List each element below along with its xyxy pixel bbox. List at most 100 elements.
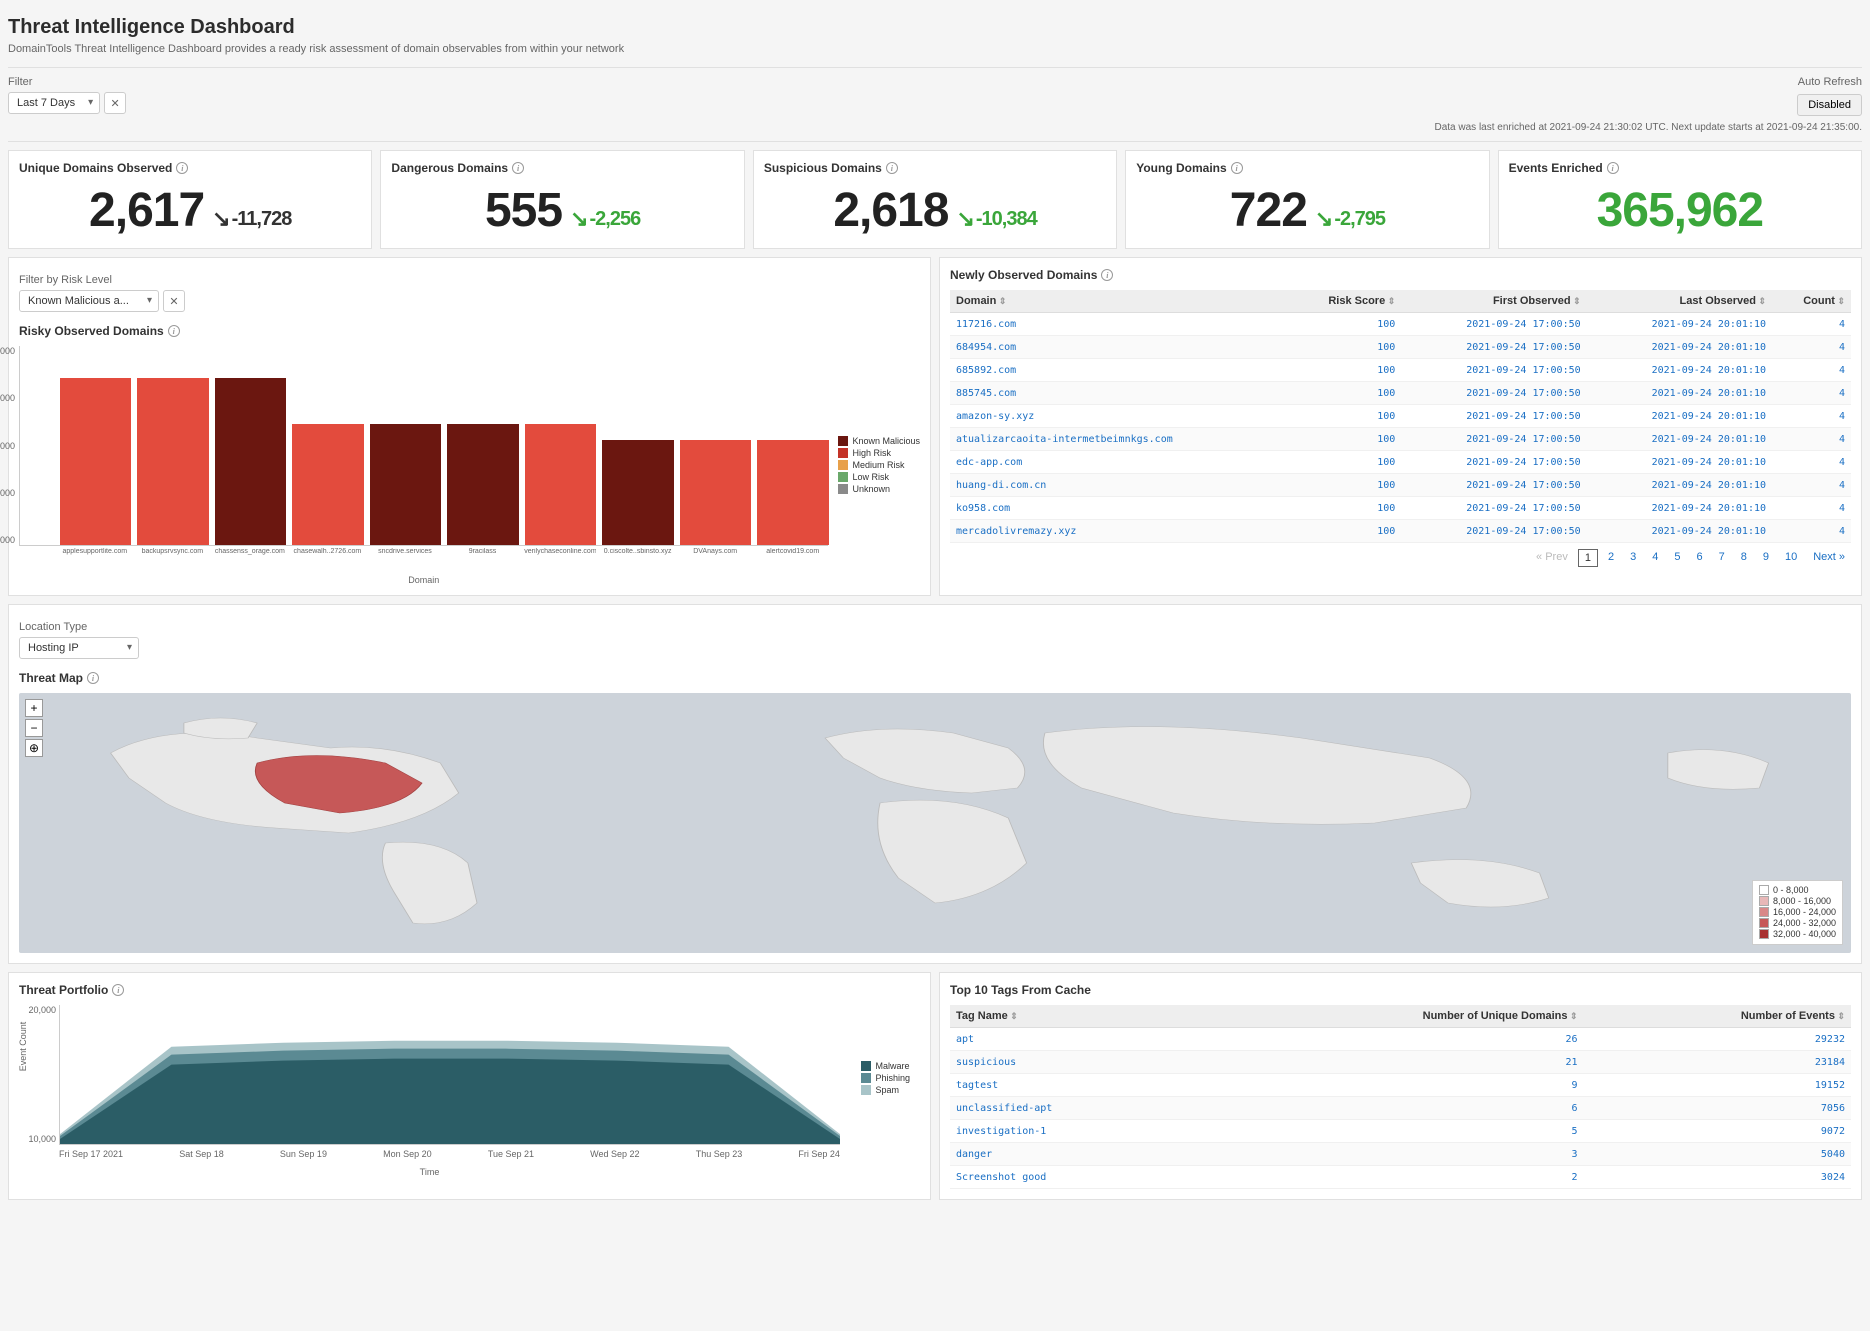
info-icon[interactable]: i	[1607, 162, 1619, 174]
card-title: Events Enrichedi	[1509, 161, 1851, 175]
table-row: tagtest 9 19152	[950, 1074, 1851, 1097]
time-range-select[interactable]: Last 7 Days	[8, 92, 100, 114]
filter-bar: Filter Last 7 Days ✕ Auto Refresh Disabl…	[8, 67, 1862, 142]
portfolio-x-label: Time	[19, 1167, 840, 1177]
column-header[interactable]: Tag Name	[950, 1005, 1199, 1028]
bar[interactable]	[525, 346, 596, 545]
card-title: Unique Domains Observedi	[19, 161, 361, 175]
risky-domains-title: Risky Observed Domains i	[19, 324, 920, 338]
bar[interactable]	[370, 346, 441, 545]
map-zoom-in-button[interactable]: +	[25, 699, 43, 717]
x-axis-label: Domain	[19, 575, 828, 585]
newly-observed-panel: Newly Observed Domains i DomainRisk Scor…	[939, 257, 1862, 596]
tag-link[interactable]: Screenshot good	[956, 1172, 1046, 1183]
info-icon[interactable]: i	[1231, 162, 1243, 174]
table-row: 885745.com 100 2021-09-24 17:00:50 2021-…	[950, 382, 1851, 405]
map-zoom-out-button[interactable]: −	[25, 719, 43, 737]
pager-page[interactable]: 1	[1578, 549, 1598, 567]
info-icon[interactable]: i	[87, 672, 99, 684]
pager-page[interactable]: 10	[1779, 549, 1803, 567]
info-icon[interactable]: i	[512, 162, 524, 174]
column-header[interactable]: Number of Unique Domains	[1199, 1005, 1583, 1028]
card-value: 555↘-2,256	[391, 183, 733, 238]
card-value: 2,617↘-11,728	[19, 183, 361, 238]
map-locate-button[interactable]: ⊕	[25, 739, 43, 757]
bar[interactable]	[757, 346, 828, 545]
tag-link[interactable]: investigation-1	[956, 1126, 1046, 1137]
clear-risk-filter-button[interactable]: ✕	[163, 290, 185, 312]
tag-link[interactable]: tagtest	[956, 1080, 998, 1091]
domain-link[interactable]: edc-app.com	[956, 457, 1022, 468]
bar[interactable]	[447, 346, 518, 545]
map-legend: 0 - 8,0008,000 - 16,00016,000 - 24,00024…	[1752, 880, 1843, 945]
domain-link[interactable]: 685892.com	[956, 365, 1016, 376]
column-header[interactable]: Domain	[950, 290, 1286, 313]
risky-domains-panel: Filter by Risk Level Known Malicious a..…	[8, 257, 931, 596]
location-type-label: Location Type	[19, 621, 1851, 633]
info-icon[interactable]: i	[886, 162, 898, 174]
tag-link[interactable]: suspicious	[956, 1057, 1016, 1068]
column-header[interactable]: Number of Events	[1584, 1005, 1851, 1028]
bar[interactable]	[602, 346, 673, 545]
pager-next[interactable]: Next »	[1807, 549, 1851, 567]
pager-page[interactable]: 3	[1624, 549, 1642, 567]
table-row: 684954.com 100 2021-09-24 17:00:50 2021-…	[950, 336, 1851, 359]
domain-link[interactable]: ko958.com	[956, 503, 1010, 514]
table-row: 685892.com 100 2021-09-24 17:00:50 2021-…	[950, 359, 1851, 382]
auto-refresh-toggle[interactable]: Disabled	[1797, 94, 1862, 116]
filter-label: Filter	[8, 76, 126, 88]
threat-map[interactable]: + − ⊕ 0 - 8,0008,000 - 16,00016,000 - 24…	[19, 693, 1851, 953]
risk-level-select[interactable]: Known Malicious a...	[19, 290, 159, 312]
tag-link[interactable]: danger	[956, 1149, 992, 1160]
bar[interactable]	[137, 346, 208, 545]
pager-page[interactable]: 7	[1713, 549, 1731, 567]
pager-page[interactable]: 2	[1602, 549, 1620, 567]
info-icon[interactable]: i	[112, 984, 124, 996]
tag-link[interactable]: apt	[956, 1034, 974, 1045]
summary-card: Unique Domains Observedi 2,617↘-11,728	[8, 150, 372, 249]
domain-link[interactable]: amazon-sy.xyz	[956, 411, 1034, 422]
domain-link[interactable]: 117216.com	[956, 319, 1016, 330]
pager-page[interactable]: 6	[1690, 549, 1708, 567]
domain-link[interactable]: 885745.com	[956, 388, 1016, 399]
bar[interactable]	[215, 346, 286, 545]
threat-portfolio-panel: Threat Portfolio i Event Count 20,00010,…	[8, 972, 931, 1200]
info-icon[interactable]: i	[168, 325, 180, 337]
card-value: 365,962	[1509, 183, 1851, 238]
pager-page[interactable]: 9	[1757, 549, 1775, 567]
pager-page[interactable]: 5	[1668, 549, 1686, 567]
tags-table: Tag NameNumber of Unique DomainsNumber o…	[950, 1005, 1851, 1189]
bar[interactable]	[292, 346, 363, 545]
domain-link[interactable]: mercadolivremazy.xyz	[956, 526, 1076, 537]
column-header[interactable]: Count	[1772, 290, 1851, 313]
column-header[interactable]: First Observed	[1401, 290, 1586, 313]
tag-link[interactable]: unclassified-apt	[956, 1103, 1052, 1114]
bar-chart-legend: Known MaliciousHigh RiskMedium RiskLow R…	[838, 436, 920, 496]
bar[interactable]	[60, 346, 131, 545]
table-row: 117216.com 100 2021-09-24 17:00:50 2021-…	[950, 313, 1851, 336]
info-icon[interactable]: i	[176, 162, 188, 174]
domain-link[interactable]: 684954.com	[956, 342, 1016, 353]
summary-card: Dangerous Domainsi555↘-2,256	[380, 150, 744, 249]
column-header[interactable]: Last Observed	[1587, 290, 1772, 313]
table-row: mercadolivremazy.xyz 100 2021-09-24 17:0…	[950, 520, 1851, 543]
auto-refresh-label: Auto Refresh	[1798, 76, 1862, 88]
summary-card: Suspicious Domainsi2,618↘-10,384	[753, 150, 1117, 249]
info-icon[interactable]: i	[1101, 269, 1113, 281]
table-pager: « Prev12345678910Next »	[950, 543, 1851, 573]
table-row: suspicious 21 23184	[950, 1051, 1851, 1074]
bar[interactable]	[680, 346, 751, 545]
column-header[interactable]: Risk Score	[1286, 290, 1402, 313]
threat-map-panel: Location Type Hosting IP Threat Map i + …	[8, 604, 1862, 964]
page-subtitle: DomainTools Threat Intelligence Dashboar…	[8, 43, 1862, 55]
domains-table: DomainRisk ScoreFirst ObservedLast Obser…	[950, 290, 1851, 543]
summary-card: Events Enrichedi 365,962	[1498, 150, 1862, 249]
location-type-select[interactable]: Hosting IP	[19, 637, 139, 659]
pager-page[interactable]: 4	[1646, 549, 1664, 567]
clear-filter-button[interactable]: ✕	[104, 92, 126, 114]
area-chart-legend: MalwarePhishingSpam	[861, 1061, 910, 1097]
domain-link[interactable]: huang-di.com.cn	[956, 480, 1046, 491]
pager-page[interactable]: 8	[1735, 549, 1753, 567]
page-title: Threat Intelligence Dashboard	[8, 16, 1862, 39]
domain-link[interactable]: atualizarcaoita-intermetbeimnkgs.com	[956, 434, 1173, 445]
